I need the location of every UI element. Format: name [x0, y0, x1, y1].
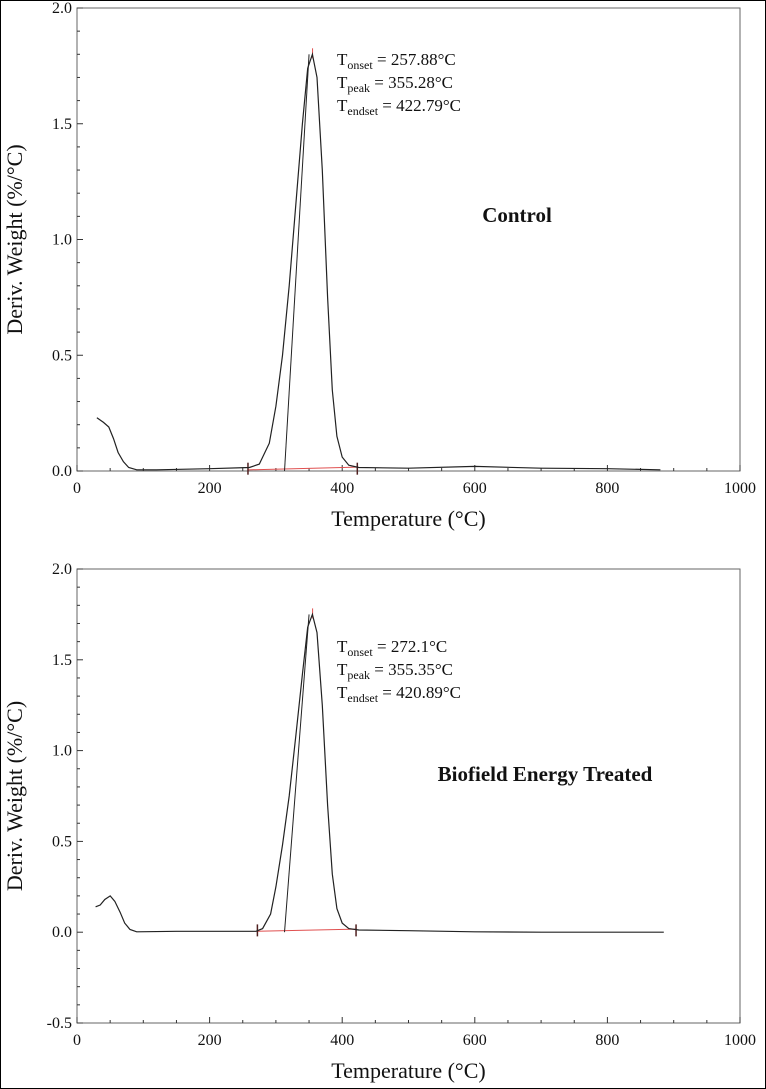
annotation-peak: Tpeak = 355.28°C	[337, 73, 453, 95]
annotation-onset: Tonset = 272.1°C	[337, 637, 447, 659]
x-tick-label: 600	[463, 1032, 487, 1049]
chart-control: 0 200 400 600 800 1000 0.0 0.5 1.0 1.5 2.0 Temperat…	[2, 0, 756, 531]
y-tick-label: -0.5	[47, 1015, 72, 1032]
x-axis-label: Temperature (°C)	[331, 1058, 485, 1083]
annotation-onset: Tonset = 257.88°C	[337, 50, 456, 72]
x-tick-label: 800	[595, 480, 619, 497]
y-axis-label: Deriv. Weight (%/°C)	[2, 144, 27, 334]
y-tick-label: 0.0	[52, 924, 72, 941]
annotation-endset: Tendset = 422.79°C	[337, 96, 461, 118]
y-tick-label: 0.5	[52, 833, 72, 850]
x-tick-label: 200	[198, 480, 222, 497]
annotation-endset: Tendset = 420.89°C	[337, 683, 461, 705]
y-tick-label: 1.5	[52, 116, 72, 133]
sample-label: Biofield Energy Treated	[438, 762, 653, 786]
x-tick-label: 800	[595, 1032, 619, 1049]
y-tick-label: 0.0	[52, 463, 72, 480]
sample-label: Control	[482, 203, 552, 227]
y-axis-label: Deriv. Weight (%/°C)	[2, 701, 27, 891]
y-tick-label: 1.0	[52, 743, 72, 760]
chart-treated: 0 200 400 600 800 1000 -0.5 0.0 0.5 1.0 1.5 2.0 Temp…	[2, 561, 756, 1083]
x-tick-label: 0	[73, 480, 81, 497]
y-tick-label: 2.0	[52, 561, 72, 578]
tangent-line	[284, 54, 310, 472]
baseline-line	[247, 466, 358, 471]
x-tick-label: 400	[330, 1032, 354, 1049]
dtg-curve	[96, 51, 661, 471]
x-tick-label: 400	[330, 480, 354, 497]
x-tick-label: 200	[198, 1032, 222, 1049]
y-tick-label: 0.5	[52, 347, 72, 364]
x-tick-label: 0	[73, 1032, 81, 1049]
x-tick-label: 600	[463, 480, 487, 497]
baseline-line	[257, 928, 357, 932]
x-tick-label: 1000	[724, 480, 756, 497]
y-tick-label: 1.5	[52, 652, 72, 669]
tangent-line	[284, 614, 310, 933]
x-axis-label: Temperature (°C)	[331, 506, 485, 531]
y-tick-label: 1.0	[52, 232, 72, 249]
x-tick-label: 1000	[724, 1032, 756, 1049]
y-tick-label: 2.0	[52, 0, 72, 17]
annotation-peak: Tpeak = 355.35°C	[337, 660, 453, 682]
